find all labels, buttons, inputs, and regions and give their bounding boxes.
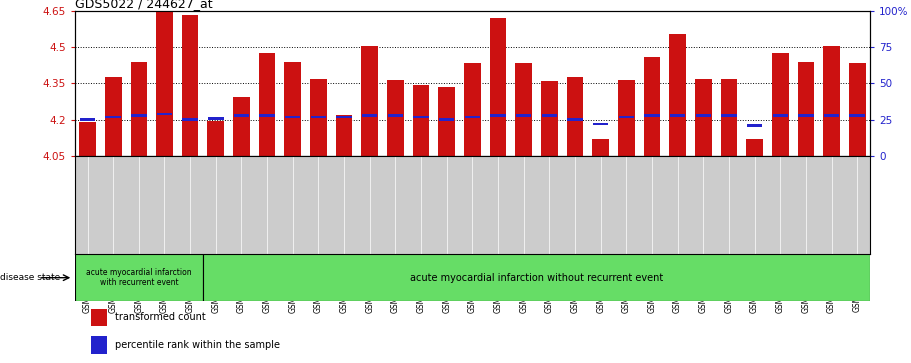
Bar xyxy=(79,122,96,156)
Bar xyxy=(797,62,814,156)
Bar xyxy=(643,57,660,156)
Bar xyxy=(619,115,634,118)
Bar xyxy=(208,117,223,120)
Bar xyxy=(131,114,147,117)
Bar xyxy=(182,15,199,156)
Bar xyxy=(490,18,507,156)
Bar xyxy=(208,121,224,156)
Bar xyxy=(260,114,275,117)
Bar xyxy=(233,97,250,156)
Bar xyxy=(695,79,711,156)
Bar xyxy=(465,115,480,118)
Text: acute myocardial infarction without recurrent event: acute myocardial infarction without recu… xyxy=(410,273,663,283)
Bar xyxy=(182,118,198,121)
Bar xyxy=(157,113,172,115)
Bar xyxy=(824,46,840,156)
Text: acute myocardial infarction
with recurrent event: acute myocardial infarction with recurre… xyxy=(86,268,191,287)
Bar xyxy=(670,114,685,117)
Bar xyxy=(284,62,302,156)
Bar xyxy=(259,53,275,156)
Bar xyxy=(541,81,558,156)
Bar xyxy=(203,254,870,301)
Bar xyxy=(746,139,763,156)
Bar xyxy=(388,114,403,117)
Bar xyxy=(387,80,404,156)
Bar xyxy=(670,34,686,156)
Bar xyxy=(849,114,865,117)
Bar xyxy=(156,10,173,156)
Bar xyxy=(644,114,660,117)
Bar xyxy=(439,118,455,121)
Bar xyxy=(310,79,327,156)
Bar xyxy=(285,115,301,118)
Bar xyxy=(90,309,107,326)
Bar xyxy=(464,63,481,156)
Bar xyxy=(516,63,532,156)
Bar xyxy=(772,53,789,156)
Bar xyxy=(130,62,148,156)
Bar xyxy=(618,80,635,156)
Bar xyxy=(773,114,788,117)
Bar xyxy=(414,115,429,118)
Bar xyxy=(413,85,429,156)
Text: disease state: disease state xyxy=(0,273,60,282)
Text: percentile rank within the sample: percentile rank within the sample xyxy=(116,340,281,350)
Bar xyxy=(592,139,609,156)
Bar xyxy=(438,87,455,156)
Bar xyxy=(696,114,711,117)
Bar xyxy=(849,63,865,156)
Bar xyxy=(80,118,96,121)
Bar xyxy=(721,79,737,156)
Bar xyxy=(336,115,352,118)
Bar xyxy=(362,46,378,156)
Bar xyxy=(593,123,609,126)
Bar xyxy=(798,114,814,117)
Bar xyxy=(90,337,107,354)
Bar xyxy=(568,118,583,121)
Bar xyxy=(722,114,737,117)
Text: GDS5022 / 244627_at: GDS5022 / 244627_at xyxy=(75,0,212,10)
Bar xyxy=(311,115,326,118)
Bar xyxy=(234,114,249,117)
Bar xyxy=(75,254,203,301)
Bar xyxy=(106,115,121,118)
Bar xyxy=(490,114,506,117)
Text: transformed count: transformed count xyxy=(116,312,206,322)
Bar xyxy=(105,77,121,156)
Bar xyxy=(824,114,839,117)
Bar xyxy=(567,77,583,156)
Bar xyxy=(747,124,763,127)
Bar xyxy=(542,114,557,117)
Bar xyxy=(516,114,531,117)
Bar xyxy=(362,114,377,117)
Bar xyxy=(336,115,353,156)
